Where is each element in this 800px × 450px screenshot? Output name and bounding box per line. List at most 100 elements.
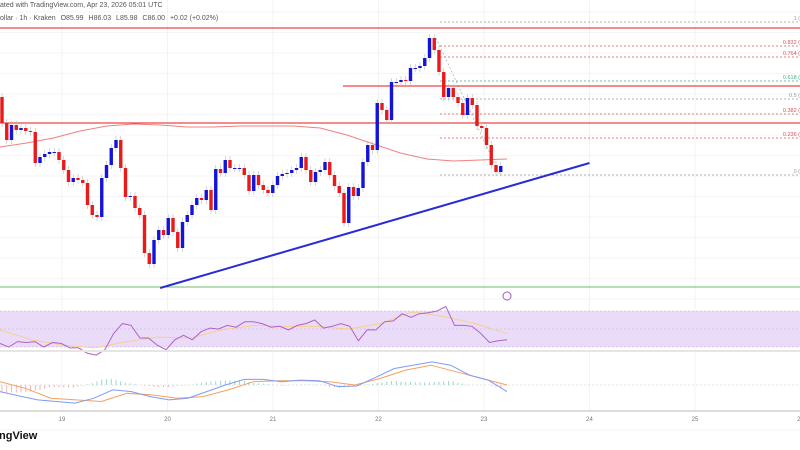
candle-body — [142, 215, 147, 253]
candle-bearish — [380, 99, 384, 114]
macd-line — [0, 361, 508, 404]
candle-body — [351, 187, 356, 196]
candle-body — [62, 160, 66, 170]
candle-body — [385, 110, 389, 120]
candle-bullish — [271, 181, 275, 197]
candle-body — [24, 128, 28, 131]
candle-bullish — [275, 172, 280, 189]
candle-body — [494, 165, 498, 172]
candle-body — [176, 232, 180, 248]
candle-body — [451, 88, 455, 97]
fib-level-label: 0.5 ( — [789, 93, 800, 99]
candle-bullish — [214, 165, 218, 214]
candle-bearish — [256, 171, 261, 189]
candle-body — [152, 240, 156, 264]
candle-bearish — [484, 124, 489, 149]
candle-body — [275, 176, 280, 185]
replay-icon[interactable] — [502, 291, 512, 301]
candle-bearish — [261, 181, 265, 194]
fib-anchor-line — [435, 37, 501, 176]
candle-body — [313, 172, 318, 182]
candle-body — [261, 185, 265, 190]
candle-bearish — [176, 228, 180, 252]
candle-bullish — [427, 34, 432, 62]
candle-body — [285, 173, 289, 174]
candle-body — [157, 230, 161, 240]
candle-body — [9, 125, 14, 140]
candle-bearish — [451, 84, 455, 101]
candle-body — [128, 196, 132, 197]
candle-bearish — [28, 127, 33, 136]
candle-body — [370, 145, 375, 150]
candle-body — [499, 166, 503, 172]
candle-bearish — [404, 76, 408, 85]
candle-body — [218, 169, 223, 173]
x-axis-tick-label: 24 — [586, 417, 593, 423]
candle-body — [347, 187, 351, 223]
candle-bullish — [285, 169, 289, 178]
candle-bullish — [366, 141, 370, 166]
candle-bearish — [342, 189, 346, 227]
candle-body — [228, 160, 232, 168]
candle-body — [199, 198, 204, 200]
x-axis-tick-label: 21 — [270, 417, 277, 423]
candle-bearish — [437, 46, 441, 76]
open-value: O85.99 — [60, 15, 84, 22]
candle-body — [356, 188, 360, 196]
candle-body — [408, 68, 413, 81]
candle-bearish — [309, 166, 313, 186]
candle-bullish — [318, 166, 322, 176]
candle-body — [147, 253, 151, 264]
candle-body — [442, 72, 446, 97]
candle-bearish — [456, 93, 460, 107]
candle-body — [90, 205, 94, 215]
replay-icon-circle — [502, 291, 512, 301]
candle-bullish — [38, 153, 42, 167]
candle-body — [252, 175, 256, 191]
candle-bearish — [266, 186, 270, 197]
candle-body — [223, 160, 227, 173]
candle-bullish — [180, 218, 185, 252]
candle-bullish — [294, 164, 299, 174]
candle-bullish — [413, 64, 417, 72]
candle-body — [404, 80, 408, 81]
candle-bullish — [157, 226, 161, 244]
candle-body — [0, 97, 4, 123]
fib-level-label: 0.618 ( — [783, 75, 800, 81]
candle-body — [461, 103, 465, 115]
candle-body — [389, 82, 394, 120]
candle-bullish — [104, 161, 109, 182]
candle-body — [104, 165, 109, 178]
candle-body — [214, 169, 218, 210]
candle-bullish — [128, 192, 132, 201]
fib-level-label: 0.832 ( — [783, 40, 800, 46]
candle-body — [204, 190, 208, 200]
candle-bearish — [147, 249, 151, 268]
candle-body — [133, 196, 137, 208]
candle-body — [166, 218, 170, 235]
candle-body — [280, 174, 284, 176]
candle-bearish — [133, 192, 137, 212]
candle-body — [266, 190, 270, 193]
candle-bearish — [475, 101, 479, 130]
candle-bullish — [290, 166, 294, 177]
fib-level-label: 1 ( — [794, 16, 800, 22]
candle-body — [480, 126, 484, 128]
candle-bearish — [90, 201, 94, 219]
candle-body — [256, 175, 261, 185]
candle-body — [328, 162, 332, 175]
x-axis-tick-label: 20 — [164, 417, 171, 423]
fib-level-label: 0.236 ( — [783, 132, 800, 138]
candle-body — [85, 183, 90, 205]
candle-body — [309, 170, 313, 182]
candle-bearish — [95, 211, 99, 221]
candle-bearish — [218, 165, 223, 177]
candle-bullish — [299, 153, 303, 172]
candle-body — [190, 205, 194, 215]
candle-bullish — [9, 121, 14, 144]
candle-body — [470, 98, 474, 105]
candle-body — [119, 140, 123, 168]
candle-bullish — [394, 78, 398, 86]
candle-body — [399, 80, 403, 82]
